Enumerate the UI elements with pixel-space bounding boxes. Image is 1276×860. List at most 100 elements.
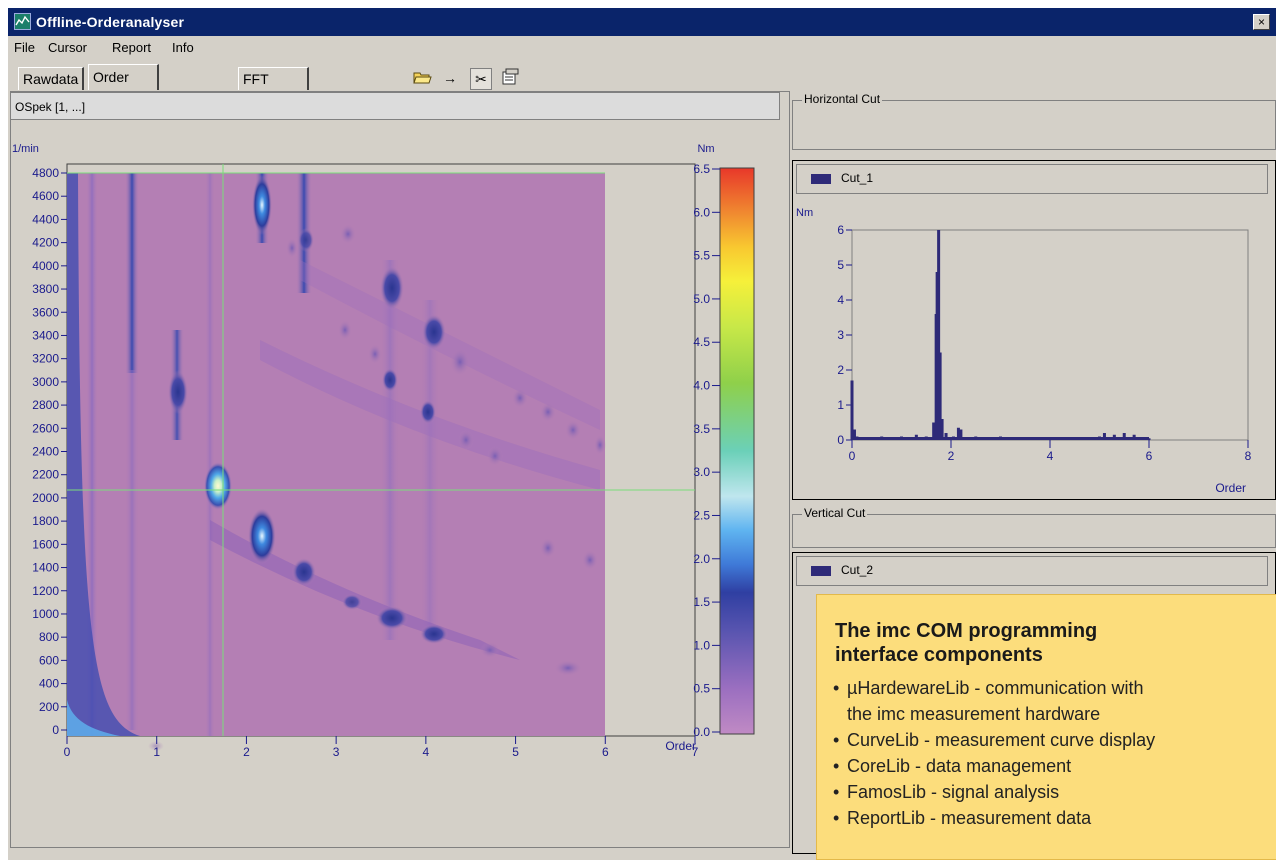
- y-axis-title: 1/min: [12, 143, 39, 155]
- colorbar-tick-label: 2.0: [693, 552, 710, 566]
- colorbar-tick-label: 6.5: [693, 162, 710, 176]
- cut1-x-tick-label: 2: [948, 449, 955, 463]
- horizontal-cut-plot[interactable]: Nm Order 6 5 4 3 2 1 0 0 2 4 6 8: [792, 200, 1274, 498]
- cut1-baseline-bar: [852, 437, 1149, 440]
- cut1-x-tick-label: 8: [1245, 449, 1252, 463]
- cut1-bar: [956, 427, 960, 440]
- colorbar-tick-label: 5.0: [693, 292, 710, 306]
- cut1-legend: Cut_1: [796, 164, 1268, 194]
- cut1-y-ticks: 6 5 4 3 2 1 0: [837, 223, 852, 447]
- colorbar-tick-label: 3.5: [693, 422, 710, 436]
- cut1-legend-swatch: [811, 174, 831, 184]
- cut1-bar: [850, 380, 854, 440]
- y-tick-label: 3600: [32, 305, 59, 319]
- y-tick-label: 3200: [32, 352, 59, 366]
- cut2-legend-label: Cut_2: [841, 563, 874, 577]
- colorbar-tick-label: 4.0: [693, 379, 710, 393]
- title-bar: Offline-Orderanalyser ×: [8, 8, 1276, 36]
- cut1-bar: [937, 230, 941, 440]
- folder-open-icon[interactable]: [412, 68, 432, 88]
- y-tick-label: 1200: [32, 584, 59, 598]
- y-tick-label: 600: [39, 653, 59, 667]
- colorbar-tick-label: 0.5: [693, 682, 710, 696]
- note-item: CoreLib - data management: [847, 753, 1155, 779]
- arrow-right-icon[interactable]: →: [443, 70, 457, 86]
- cut1-bar: [852, 429, 856, 440]
- cut1-bars: [850, 230, 1151, 440]
- cut1-plot-frame: [851, 229, 1249, 441]
- y-tick-label: 200: [39, 700, 59, 714]
- y-tick-label: 2800: [32, 398, 59, 412]
- x-tick-label: 3: [333, 745, 340, 759]
- tab-order-spectrum[interactable]: Order Spectrum: [88, 64, 159, 109]
- cut1-y-axis-title: Nm: [796, 207, 813, 219]
- y-tick-label: 3800: [32, 282, 59, 296]
- y-tick-label: 3000: [32, 375, 59, 389]
- tab-fft-spectrum[interactable]: FFT Spectrum: [238, 67, 309, 109]
- x-tick-label: 2: [243, 745, 250, 759]
- cut1-y-tick-label: 0: [837, 433, 844, 447]
- cut1-bar: [1102, 433, 1106, 440]
- y-tick-label: 4400: [32, 212, 59, 226]
- y-tick-label: 1800: [32, 514, 59, 528]
- colorbar-tick-label: 4.5: [693, 335, 710, 349]
- y-tick-label: 2200: [32, 468, 59, 482]
- tab-rawdata[interactable]: Rawdata: [18, 67, 85, 90]
- menu-report[interactable]: Report: [112, 40, 152, 55]
- note-item-continuation: the imc measurement hardware: [847, 704, 1101, 724]
- y-tick-label: 1400: [32, 561, 59, 575]
- properties-icon[interactable]: [500, 68, 520, 88]
- y-tick-label: 3400: [32, 328, 59, 342]
- cut1-x-ticks: 0 2 4 6 8: [849, 440, 1252, 463]
- y-tick-label: 800: [39, 630, 59, 644]
- y-tick-label: 4200: [32, 236, 59, 250]
- cut1-y-tick-label: 1: [837, 398, 844, 412]
- horizontal-cut-title: Horizontal Cut: [802, 92, 883, 106]
- colorbar-unit: Nm: [697, 143, 714, 155]
- note-item: µHardewareLib - communication with: [847, 675, 1155, 701]
- menu-info[interactable]: Info: [172, 40, 194, 55]
- app-icon: [14, 13, 31, 30]
- note-heading: The imc COM programming interface compon…: [835, 619, 1097, 667]
- menu-cursor[interactable]: Cursor: [48, 40, 88, 55]
- y-tick-label: 1600: [32, 537, 59, 551]
- y-tick-label: 4600: [32, 189, 59, 203]
- x-tick-label: 7: [692, 745, 699, 759]
- note-item: ReportLib - measurement data: [847, 805, 1155, 831]
- colorbar-tick-label: 6.0: [693, 205, 710, 219]
- y-tick-label: 4800: [32, 166, 59, 180]
- close-button[interactable]: ×: [1253, 14, 1270, 30]
- channel-label: OSpek [1, ...]: [10, 92, 780, 120]
- cut1-bar: [938, 352, 942, 440]
- cut1-bar: [959, 429, 963, 440]
- scissors-icon[interactable]: ✂: [470, 68, 492, 90]
- horizontal-cut-group: [792, 100, 1276, 150]
- cut1-x-tick-label: 0: [849, 449, 856, 463]
- x-tick-label: 4: [423, 745, 430, 759]
- menu-file[interactable]: File: [14, 40, 35, 55]
- colorbar-tick-label: 5.5: [693, 249, 710, 263]
- cut2-legend-swatch: [811, 566, 831, 576]
- x-axis-ticks: 0 1 2 3 4 5 6 7: [64, 736, 699, 759]
- order-spectrum-plot[interactable]: 1/min Order Nm: [0, 140, 790, 840]
- cut1-y-tick-label: 2: [837, 363, 844, 377]
- cut1-x-tick-label: 6: [1146, 449, 1153, 463]
- y-tick-label: 2000: [32, 491, 59, 505]
- menu-bar: File Cursor Report Info: [8, 36, 1276, 58]
- x-tick-label: 0: [64, 745, 71, 759]
- colorbar-tick-label: 2.5: [693, 508, 710, 522]
- y-tick-label: 0: [52, 723, 59, 737]
- x-tick-label: 6: [602, 745, 609, 759]
- x-tick-label: 5: [512, 745, 519, 759]
- cut1-bar: [944, 433, 948, 440]
- com-components-note: The imc COM programming interface compon…: [816, 594, 1276, 860]
- window-title: Offline-Orderanalyser: [36, 14, 185, 30]
- y-tick-label: 2600: [32, 421, 59, 435]
- cut1-y-tick-label: 4: [837, 293, 844, 307]
- note-item: CurveLib - measurement curve display: [847, 727, 1155, 753]
- crosshair-cursor[interactable]: [67, 164, 695, 736]
- cut1-bar: [932, 422, 936, 440]
- y-tick-label: 1000: [32, 607, 59, 621]
- cut1-x-tick-label: 4: [1047, 449, 1054, 463]
- note-list: µHardewareLib - communication with the i…: [825, 675, 1155, 831]
